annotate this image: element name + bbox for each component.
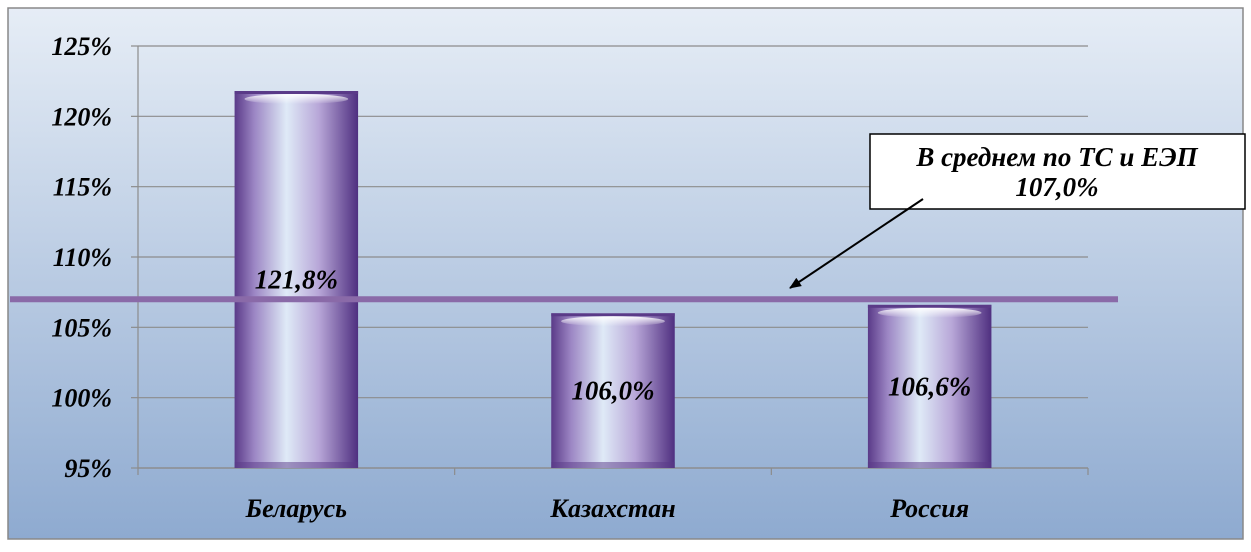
- y-tick-label: 125%: [51, 32, 112, 61]
- x-category-label: Россия: [889, 494, 969, 523]
- bar-top-highlight: [244, 94, 349, 105]
- bar-data-label: 106,0%: [571, 376, 654, 406]
- y-tick-label: 95%: [64, 454, 112, 483]
- bar-data-label: 121,8%: [255, 265, 338, 295]
- bars: [234, 91, 992, 468]
- bar-top-edge: [234, 91, 359, 95]
- callout-value: 107,0%: [1015, 172, 1098, 202]
- bar-top-highlight: [877, 307, 982, 318]
- callout-arrow: [789, 198, 924, 289]
- x-category-label: Беларусь: [245, 494, 347, 523]
- bar-top-highlight: [561, 316, 665, 327]
- bar-bottom-shadow: [867, 462, 992, 468]
- callout-box: [869, 133, 1246, 210]
- y-tick-label: 120%: [51, 102, 112, 131]
- bar-top-edge: [551, 313, 675, 317]
- y-tick-label: 105%: [51, 313, 112, 342]
- callout-title: В среднем по ТС и ЕЭП: [915, 142, 1198, 172]
- y-tick-label: 100%: [51, 384, 112, 413]
- bar: [867, 304, 992, 468]
- bar: [234, 91, 359, 468]
- bar-data-label: 106,6%: [888, 371, 971, 401]
- bar-top-edge: [867, 304, 992, 308]
- y-tick-label: 115%: [53, 173, 112, 202]
- y-tick-label: 110%: [53, 243, 112, 272]
- x-category-label: Казахстан: [549, 494, 675, 523]
- y-axis-tick-labels: 95% 100% 105% 110% 115% 120% 125%: [51, 32, 112, 483]
- average-callout: В среднем по ТС и ЕЭП 107,0%: [789, 133, 1246, 289]
- x-axis-category-labels: Беларусь Казахстан Россия: [245, 494, 969, 523]
- bar-bottom-shadow: [234, 462, 359, 468]
- data-labels: 121,8% 106,0% 106,6%: [255, 265, 972, 406]
- bar: [551, 313, 675, 468]
- bar-bottom-shadow: [551, 462, 675, 468]
